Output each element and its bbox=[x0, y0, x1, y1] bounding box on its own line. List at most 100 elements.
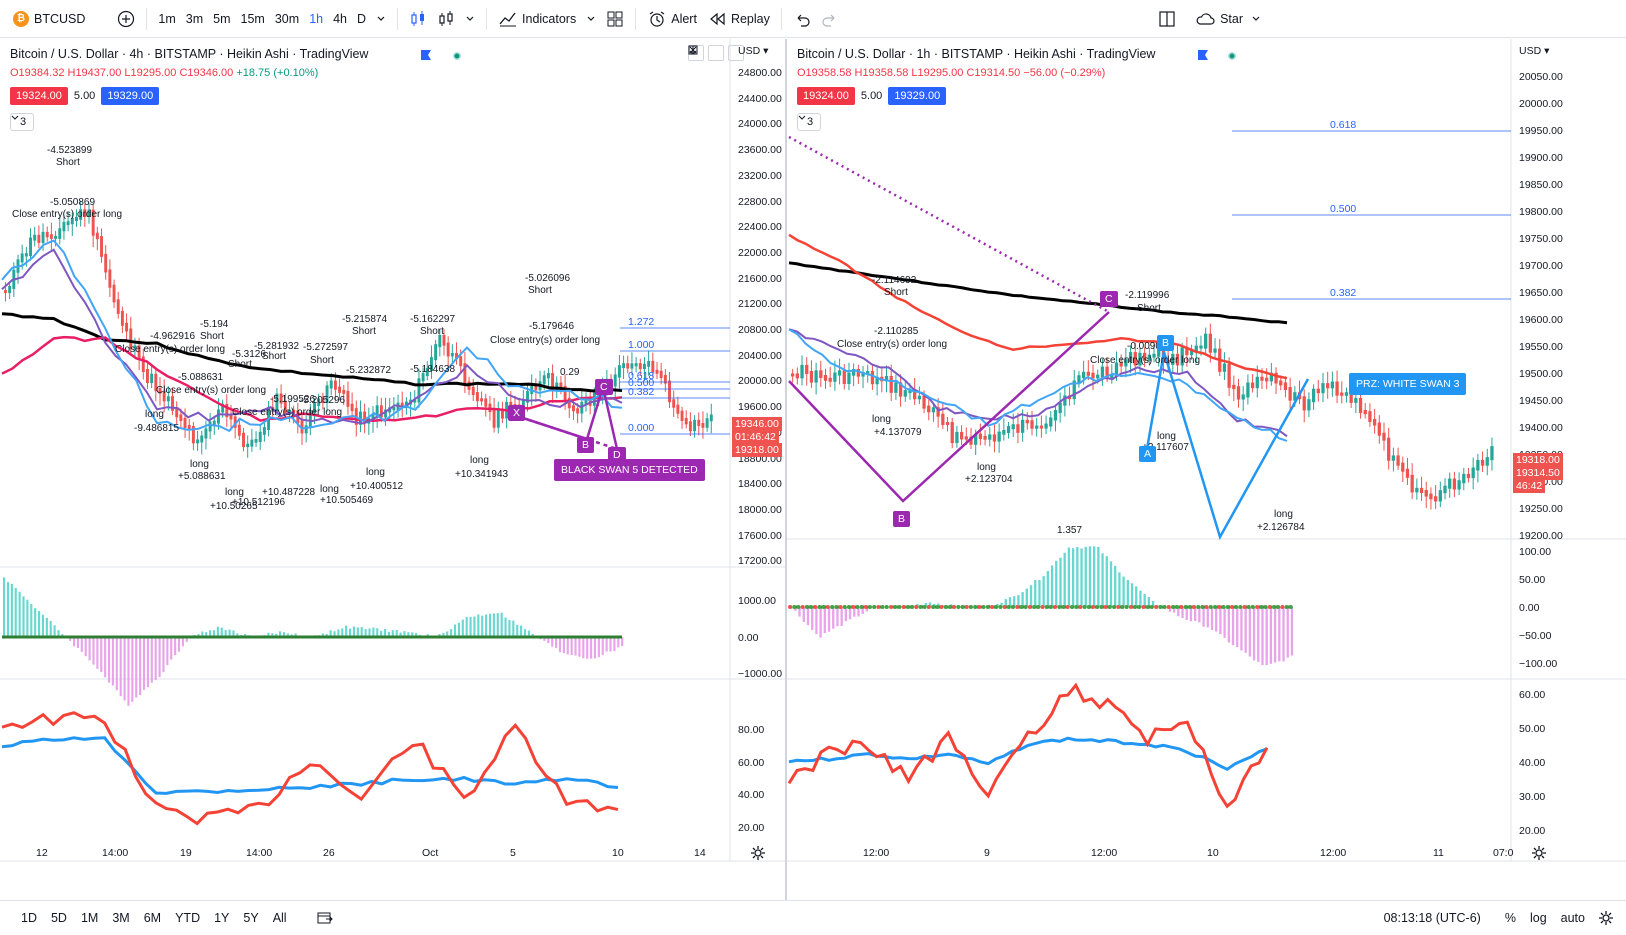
save-layout-button[interactable]: Star bbox=[1189, 4, 1266, 34]
current-price-tag: 19346.00 bbox=[732, 417, 782, 431]
timeframe-3m[interactable]: 3m bbox=[185, 11, 204, 26]
signal-dot bbox=[804, 605, 809, 609]
right-chart-pane[interactable]: Bitcoin / U.S. Dollar · 1h · BITSTAMP · … bbox=[787, 39, 1626, 900]
chart-settings-button[interactable] bbox=[1598, 910, 1614, 926]
indicators-dropdown[interactable] bbox=[581, 4, 601, 34]
range-6m[interactable]: 6M bbox=[143, 911, 162, 925]
layout-select-button[interactable] bbox=[1153, 4, 1181, 34]
grid-icon bbox=[607, 11, 623, 26]
candle-body bbox=[567, 397, 571, 409]
timeframe-4h[interactable]: 4h bbox=[333, 11, 347, 26]
candle-body bbox=[898, 382, 903, 397]
histogram-bar bbox=[516, 624, 519, 637]
histogram-bar bbox=[275, 633, 278, 637]
bar-style-button[interactable] bbox=[404, 4, 432, 34]
histogram-bar bbox=[823, 607, 826, 633]
rewind-icon bbox=[710, 12, 725, 25]
right-buy-button[interactable]: 19329.00 bbox=[888, 87, 947, 105]
candle-body bbox=[175, 407, 179, 418]
split-layout-icon bbox=[1159, 10, 1175, 27]
range-all[interactable]: All bbox=[272, 911, 287, 925]
range-3m[interactable]: 3M bbox=[112, 911, 130, 925]
alert-button[interactable]: Alert bbox=[642, 4, 702, 34]
signal-dot bbox=[1002, 605, 1007, 609]
histogram-bar bbox=[92, 637, 95, 665]
indicators-button[interactable]: Indicators bbox=[493, 4, 581, 34]
timeframe-D[interactable]: D bbox=[357, 11, 367, 26]
cloud-icon bbox=[1196, 12, 1215, 25]
range-1d[interactable]: 1D bbox=[21, 911, 37, 925]
right-indicators-toggle[interactable]: 3 bbox=[797, 113, 821, 131]
right-chart-canvas[interactable] bbox=[787, 39, 1626, 900]
currency-selector[interactable]: USD ▾ bbox=[1519, 45, 1550, 57]
percent-scale-toggle[interactable]: % bbox=[1504, 911, 1516, 925]
left-indicator-count: 3 bbox=[19, 116, 27, 128]
symbol-search[interactable]: ₿ BTCUSD bbox=[8, 4, 90, 34]
histogram-bar bbox=[453, 624, 457, 637]
signal-dot bbox=[1246, 605, 1251, 609]
histogram-bar bbox=[341, 628, 344, 637]
timeframe-5m[interactable]: 5m bbox=[213, 11, 231, 26]
heikin-ashi-button[interactable] bbox=[432, 4, 460, 34]
trade-annotation: long bbox=[190, 459, 209, 470]
auto-scale-toggle[interactable]: auto bbox=[1560, 911, 1585, 925]
chart-splitter[interactable] bbox=[785, 39, 787, 900]
candle-body bbox=[655, 369, 659, 374]
redo-button[interactable] bbox=[816, 4, 844, 34]
left-sell-button[interactable]: 19324.00 bbox=[10, 87, 68, 105]
goto-date-button[interactable] bbox=[316, 910, 334, 926]
undo-button[interactable] bbox=[788, 4, 816, 34]
range-1y[interactable]: 1Y bbox=[214, 911, 230, 925]
left-spread: 5.00 bbox=[73, 90, 96, 102]
left-chart-pane[interactable]: Bitcoin / U.S. Dollar · 4h · BITSTAMP · … bbox=[0, 39, 785, 900]
close-icon[interactable] bbox=[689, 45, 724, 61]
templates-button[interactable] bbox=[601, 4, 629, 34]
fib-level-label: 0.382 bbox=[1330, 287, 1357, 299]
range-5y[interactable]: 5Y bbox=[243, 911, 259, 925]
log-scale-toggle[interactable]: log bbox=[1529, 911, 1547, 925]
left-indicators-toggle[interactable]: 3 bbox=[10, 113, 34, 131]
range-1m[interactable]: 1M bbox=[80, 911, 99, 925]
candle-body bbox=[861, 372, 865, 377]
signal-dot bbox=[1200, 605, 1205, 609]
left-chart-canvas[interactable] bbox=[0, 39, 785, 900]
timeframe-dropdown[interactable] bbox=[371, 4, 391, 34]
histogram-bar bbox=[177, 637, 181, 652]
range-ytd[interactable]: YTD bbox=[175, 911, 201, 925]
fib-level-label: 0.000 bbox=[628, 422, 655, 434]
candle-body bbox=[221, 403, 225, 413]
signal-dot bbox=[825, 605, 830, 609]
candle-body bbox=[262, 427, 266, 435]
histogram-bar bbox=[477, 614, 480, 637]
clock-timezone[interactable]: 08:13:18 (UTC-6) bbox=[1383, 911, 1481, 925]
histogram-bar bbox=[1126, 580, 1129, 607]
rsi-red-line bbox=[1, 711, 619, 826]
signal-dot bbox=[1238, 605, 1243, 609]
timeframe-1h[interactable]: 1h bbox=[309, 11, 324, 26]
trade-annotation: -2.114692 bbox=[872, 275, 917, 286]
timeframe-30m[interactable]: 30m bbox=[274, 11, 300, 26]
left-buy-button[interactable]: 19329.00 bbox=[101, 87, 160, 105]
chevron-down-icon bbox=[466, 16, 474, 21]
range-5d[interactable]: 5D bbox=[50, 911, 67, 925]
signal-dot bbox=[859, 605, 864, 609]
time-tick-label: 12:00 bbox=[863, 847, 890, 859]
timeframe-15m[interactable]: 15m bbox=[240, 11, 265, 26]
right-sell-button[interactable]: 19324.00 bbox=[797, 87, 855, 105]
histogram-bar bbox=[840, 607, 843, 627]
signal-dot bbox=[796, 605, 801, 609]
timeframe-1m[interactable]: 1m bbox=[158, 11, 176, 26]
candle-body bbox=[908, 388, 912, 394]
histogram-bar bbox=[387, 631, 391, 637]
currency-selector[interactable]: USD ▾ bbox=[738, 45, 769, 57]
signal-dot bbox=[1208, 605, 1213, 609]
maximize-icon[interactable] bbox=[688, 45, 744, 61]
signal-dot bbox=[872, 605, 877, 609]
histogram-bar bbox=[356, 627, 359, 637]
compare-symbol-button[interactable] bbox=[112, 4, 140, 34]
histogram-bar bbox=[1177, 607, 1180, 617]
histogram-bar bbox=[481, 615, 484, 637]
price-tick-label: 19600.00 bbox=[738, 401, 782, 414]
chart-type-dropdown[interactable] bbox=[460, 4, 480, 34]
replay-button[interactable]: Replay bbox=[702, 4, 775, 34]
